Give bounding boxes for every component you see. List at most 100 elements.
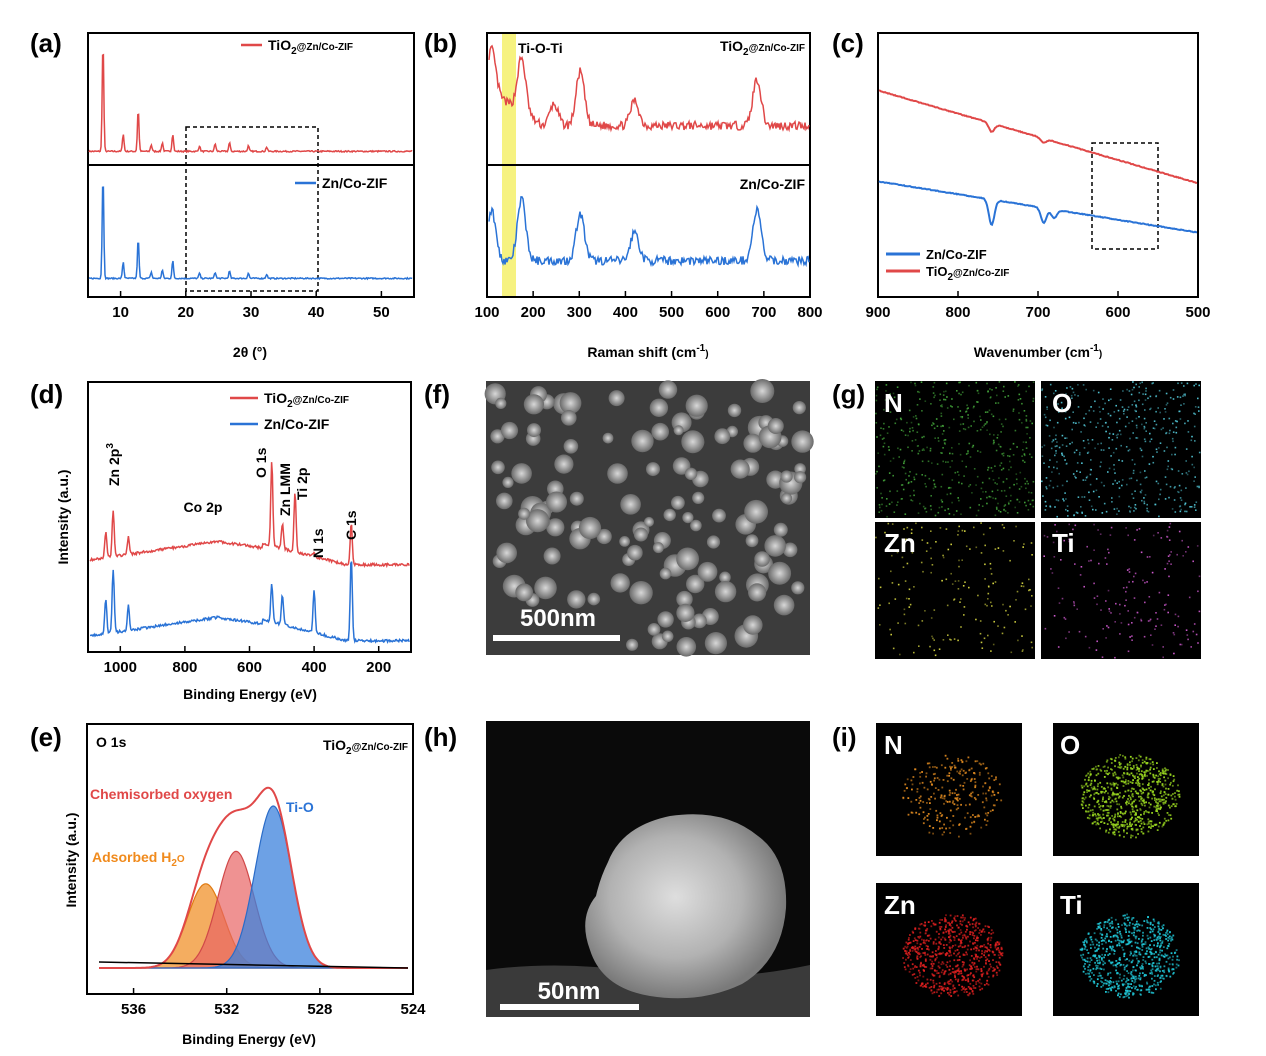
eds-dot-g — [1018, 393, 1021, 396]
eds-dot-i — [964, 935, 967, 938]
eds-dot-i — [1132, 795, 1134, 798]
eds-dot-g — [930, 557, 932, 560]
eds-dot-g — [1072, 473, 1075, 475]
eds-dot-i — [1152, 825, 1154, 828]
eds-dot-g — [1030, 492, 1033, 494]
eds-dot-i — [1131, 835, 1134, 837]
sem-particle — [676, 603, 695, 623]
eds-dot-g — [1194, 413, 1196, 415]
eds-dot-g — [879, 604, 881, 606]
eds-dot-i — [1131, 987, 1133, 989]
eds-dot-g — [903, 613, 906, 616]
eds-dot-g — [1147, 397, 1149, 400]
eds-dot-i — [956, 794, 958, 796]
eds-dot-i — [974, 923, 977, 926]
eds-dot-g — [896, 386, 899, 388]
eds-dot-i — [951, 946, 953, 949]
eds-dot-i — [962, 954, 965, 956]
eds-dot-i — [942, 779, 945, 781]
eds-dot-g — [1198, 486, 1200, 489]
eds-dot-i — [1137, 929, 1140, 932]
eds-dot-g — [1058, 411, 1060, 413]
eds-dot-g — [976, 475, 979, 478]
eds-dot-g — [960, 513, 962, 515]
eds-dot-g — [1074, 524, 1077, 527]
eds-dot-g — [1109, 388, 1112, 390]
eds-dot-g — [1052, 486, 1055, 489]
eds-dot-i — [1096, 949, 1098, 952]
eds-dot-g — [946, 396, 948, 398]
eds-dot-g — [924, 507, 926, 510]
eds-dot-i — [948, 794, 951, 796]
eds-dot-i — [1097, 967, 1099, 970]
zoom-box-a — [185, 126, 319, 292]
eds-dot-g — [959, 601, 961, 603]
eds-dot-i — [1124, 958, 1127, 961]
eds-dot-i — [987, 936, 990, 939]
eds-dot-g — [1172, 398, 1175, 400]
eds-dot-g — [1043, 413, 1046, 416]
eds-dot-g — [903, 528, 905, 530]
eds-dot-i — [940, 764, 943, 767]
eds-dot-g — [968, 586, 970, 589]
eds-dot-i — [1156, 944, 1159, 947]
eds-dot-i — [1101, 943, 1104, 945]
eds-dot-g — [1043, 534, 1046, 537]
eds-dot-g — [907, 446, 909, 449]
eds-dot-i — [1113, 985, 1116, 988]
eds-dot-i — [1136, 946, 1138, 949]
eds-dot-i — [1141, 804, 1144, 807]
eds-dot-i — [1127, 972, 1130, 974]
eds-dot-i — [1105, 991, 1107, 993]
eds-dot-i — [1164, 783, 1167, 786]
eds-dot-i — [1089, 961, 1091, 963]
eds-dot-g — [1125, 586, 1128, 589]
eds-dot-i — [1083, 958, 1086, 961]
eds-dot-g — [979, 415, 981, 418]
scalebar-f — [493, 635, 620, 641]
eds-dot-i — [1093, 798, 1096, 800]
eds-dot-i — [946, 757, 949, 760]
eds-dot-g — [1167, 611, 1169, 614]
eds-dot-i — [1117, 939, 1119, 941]
eds-dot-i — [919, 963, 922, 966]
eds-dot-i — [928, 825, 931, 827]
eds-dot-i — [1132, 774, 1134, 777]
eds-dot-g — [883, 422, 885, 425]
corner-label-e-left: O 1s — [96, 734, 127, 750]
eds-dot-i — [992, 967, 995, 969]
eds-dot-i — [1132, 975, 1135, 978]
eds-dot-g — [953, 638, 956, 640]
eds-dot-i — [1126, 924, 1128, 927]
eds-dot-i — [1119, 762, 1122, 765]
eds-dot-i — [968, 964, 971, 967]
panel-letter-h: (h) — [424, 722, 457, 752]
eds-dot-g — [1002, 550, 1005, 552]
eds-dot-i — [984, 767, 987, 770]
eds-dot-i — [987, 976, 990, 978]
eds-dot-i — [1134, 799, 1137, 801]
eds-dot-i — [1135, 764, 1138, 766]
eds-dot-i — [1112, 949, 1115, 951]
eds-dot-g — [946, 407, 949, 409]
xtick-b-tick-label: 200 — [521, 304, 546, 321]
eds-dot-g — [1191, 435, 1193, 438]
eds-dot-i — [933, 991, 936, 994]
eds-dot-i — [1106, 805, 1109, 807]
eds-dot-i — [942, 987, 944, 989]
eds-dot-i — [1130, 836, 1132, 839]
eds-dot-i — [1153, 797, 1156, 800]
eds-dot-i — [968, 992, 971, 995]
eds-dot-i — [971, 821, 973, 824]
eds-dot-i — [932, 974, 935, 977]
eds-dot-g — [987, 598, 989, 600]
eds-maps-g — [875, 381, 1201, 659]
eds-dot-i — [985, 767, 988, 769]
eds-dot-i — [1129, 811, 1132, 814]
eds-dot-g — [939, 393, 942, 396]
eds-dot-g — [1191, 455, 1193, 458]
eds-dot-g — [1068, 523, 1070, 526]
eds-dot-i — [1156, 804, 1159, 807]
eds-dot-g — [1068, 538, 1070, 541]
eds-dot-g — [1194, 440, 1196, 442]
